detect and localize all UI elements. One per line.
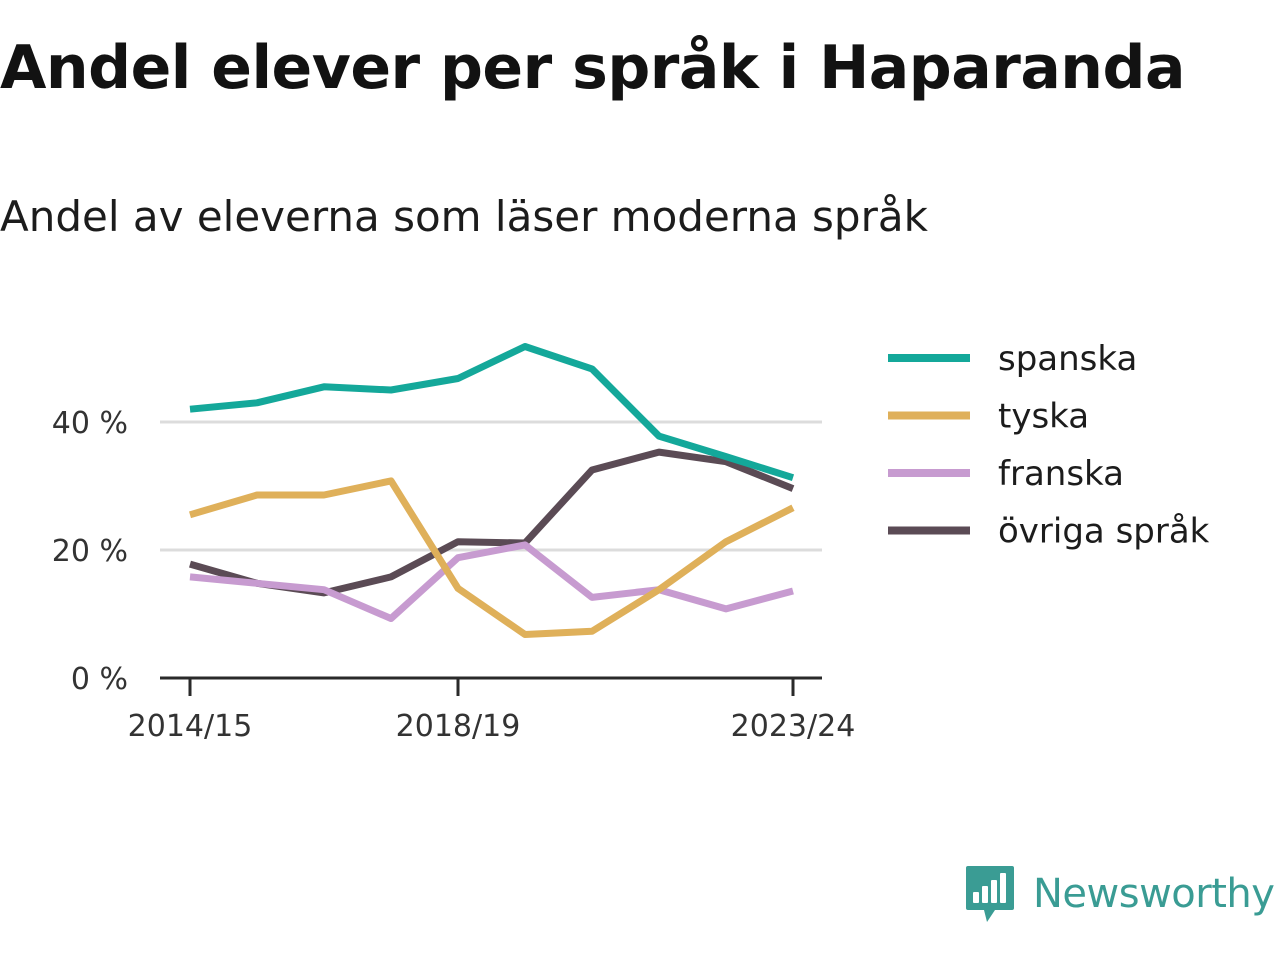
legend-label: tyska bbox=[998, 397, 1089, 437]
x-tick-label: 2023/24 bbox=[731, 709, 856, 744]
series-line-1 bbox=[189, 343, 795, 482]
series-lines bbox=[189, 343, 795, 638]
newsworthy-logo: Newsworthy bbox=[965, 864, 1275, 924]
chart-subtitle: Andel av eleverna som läser moderna språ… bbox=[0, 192, 928, 241]
brand-name: Newsworthy bbox=[1033, 871, 1275, 917]
legend: spanska tyska franska övriga språk bbox=[888, 339, 1210, 552]
y-tick-label: 20 % bbox=[52, 534, 128, 569]
series-line-2 bbox=[189, 477, 795, 638]
legend-label: övriga språk bbox=[998, 512, 1210, 552]
legend-label: franska bbox=[998, 454, 1124, 494]
y-tick-label: 0 % bbox=[71, 662, 128, 697]
series-line-4 bbox=[189, 448, 795, 597]
series-line-3 bbox=[189, 541, 794, 622]
x-tick-label: 2014/15 bbox=[128, 709, 253, 744]
x-tick-label: 2018/19 bbox=[396, 709, 521, 744]
axes: 0 % 20 % 40 % 2014/15 2018/19 2023/24 bbox=[52, 406, 856, 744]
chart-title: Andel elever per språk i Haparanda bbox=[0, 33, 1185, 103]
newsworthy-logo-icon bbox=[966, 866, 1014, 922]
grid-lines bbox=[160, 420, 822, 552]
legend-label: spanska bbox=[998, 339, 1137, 379]
y-tick-label: 40 % bbox=[52, 406, 128, 441]
